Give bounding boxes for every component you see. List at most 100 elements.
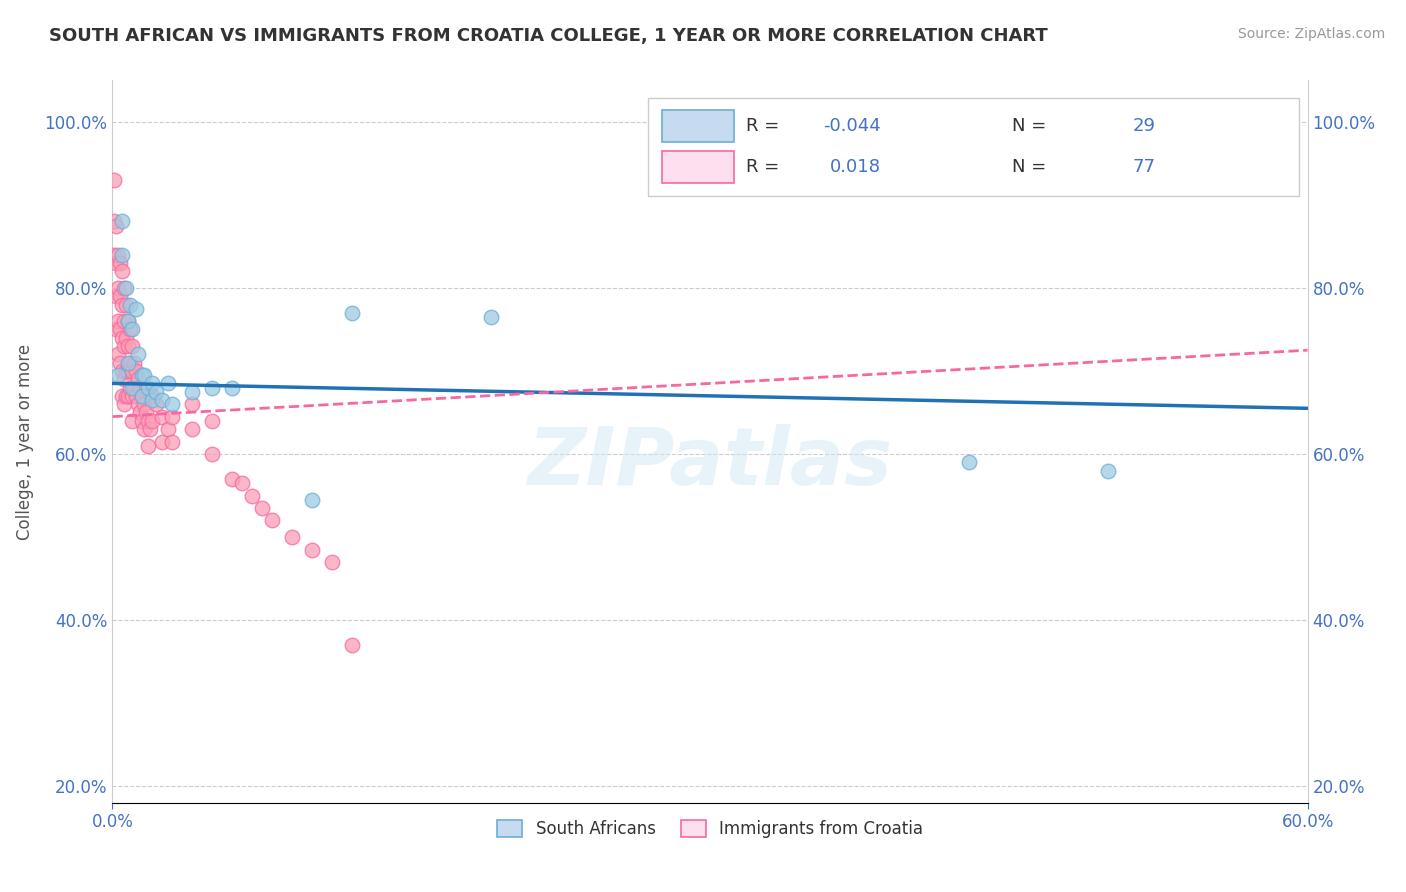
Point — [107, 314, 129, 328]
Text: SOUTH AFRICAN VS IMMIGRANTS FROM CROATIA COLLEGE, 1 YEAR OR MORE CORRELATION CHA: SOUTH AFRICAN VS IMMIGRANTS FROM CROATIA… — [49, 27, 1047, 45]
Point — [157, 376, 180, 391]
Point — [138, 380, 160, 394]
Point — [114, 372, 135, 386]
Point — [321, 555, 343, 569]
Point — [201, 380, 224, 394]
Point — [111, 364, 134, 378]
Point — [181, 397, 204, 411]
Point — [115, 364, 138, 378]
Point — [301, 492, 323, 507]
Text: N =: N = — [1012, 117, 1046, 135]
Point — [221, 472, 243, 486]
Point — [145, 384, 167, 399]
Text: N =: N = — [1012, 158, 1046, 176]
Point — [105, 322, 128, 336]
Point — [121, 322, 143, 336]
Point — [141, 392, 163, 407]
Point — [107, 248, 129, 262]
Point — [111, 297, 134, 311]
Point — [162, 409, 183, 424]
Point — [121, 364, 143, 378]
Point — [131, 389, 153, 403]
Point — [110, 256, 132, 270]
Point — [111, 389, 134, 403]
Point — [162, 397, 183, 411]
Point — [117, 389, 139, 403]
Point — [127, 372, 149, 386]
Point — [150, 409, 173, 424]
Point — [141, 376, 163, 391]
Point — [134, 397, 156, 411]
Point — [129, 405, 152, 419]
Point — [117, 364, 139, 378]
FancyBboxPatch shape — [662, 151, 734, 183]
Point — [221, 380, 243, 394]
Point — [117, 339, 139, 353]
Point — [114, 339, 135, 353]
Point — [107, 347, 129, 361]
Point — [150, 392, 173, 407]
Point — [127, 347, 149, 361]
Point — [957, 455, 980, 469]
Point — [117, 314, 139, 328]
Point — [121, 389, 143, 403]
Point — [479, 310, 502, 324]
Point — [260, 513, 283, 527]
Point — [131, 414, 153, 428]
Y-axis label: College, 1 year or more: College, 1 year or more — [15, 343, 34, 540]
Point — [121, 339, 143, 353]
Point — [340, 638, 363, 652]
FancyBboxPatch shape — [648, 98, 1299, 196]
Point — [103, 248, 125, 262]
Point — [201, 447, 224, 461]
Point — [120, 322, 142, 336]
Point — [111, 248, 134, 262]
Point — [114, 397, 135, 411]
Legend: South Africans, Immigrants from Croatia: South Africans, Immigrants from Croatia — [491, 814, 929, 845]
Point — [115, 297, 138, 311]
Point — [1097, 464, 1119, 478]
Point — [125, 301, 148, 316]
Point — [105, 219, 128, 233]
Point — [121, 414, 143, 428]
Point — [105, 256, 128, 270]
Point — [139, 422, 162, 436]
Point — [115, 331, 138, 345]
Point — [110, 289, 132, 303]
Point — [134, 368, 156, 383]
Text: -0.044: -0.044 — [823, 117, 882, 135]
Text: 29: 29 — [1133, 117, 1156, 135]
Point — [117, 314, 139, 328]
Point — [181, 384, 204, 399]
Point — [131, 389, 153, 403]
Point — [138, 414, 160, 428]
Point — [121, 380, 143, 394]
Point — [120, 356, 142, 370]
Point — [111, 331, 134, 345]
Point — [240, 489, 263, 503]
Point — [141, 414, 163, 428]
Point — [103, 214, 125, 228]
Point — [105, 289, 128, 303]
Point — [114, 281, 135, 295]
Point — [120, 297, 142, 311]
Point — [114, 314, 135, 328]
Point — [150, 434, 173, 449]
Point — [201, 414, 224, 428]
FancyBboxPatch shape — [662, 110, 734, 142]
Point — [301, 542, 323, 557]
Text: R =: R = — [747, 117, 779, 135]
Text: 77: 77 — [1133, 158, 1156, 176]
Point — [115, 389, 138, 403]
Point — [111, 264, 134, 278]
Point — [125, 364, 148, 378]
Point — [231, 476, 253, 491]
Point — [111, 214, 134, 228]
Point — [124, 380, 146, 394]
Point — [162, 434, 183, 449]
Point — [135, 405, 157, 419]
Point — [145, 397, 167, 411]
Point — [250, 500, 273, 515]
Point — [115, 281, 138, 295]
Point — [127, 397, 149, 411]
